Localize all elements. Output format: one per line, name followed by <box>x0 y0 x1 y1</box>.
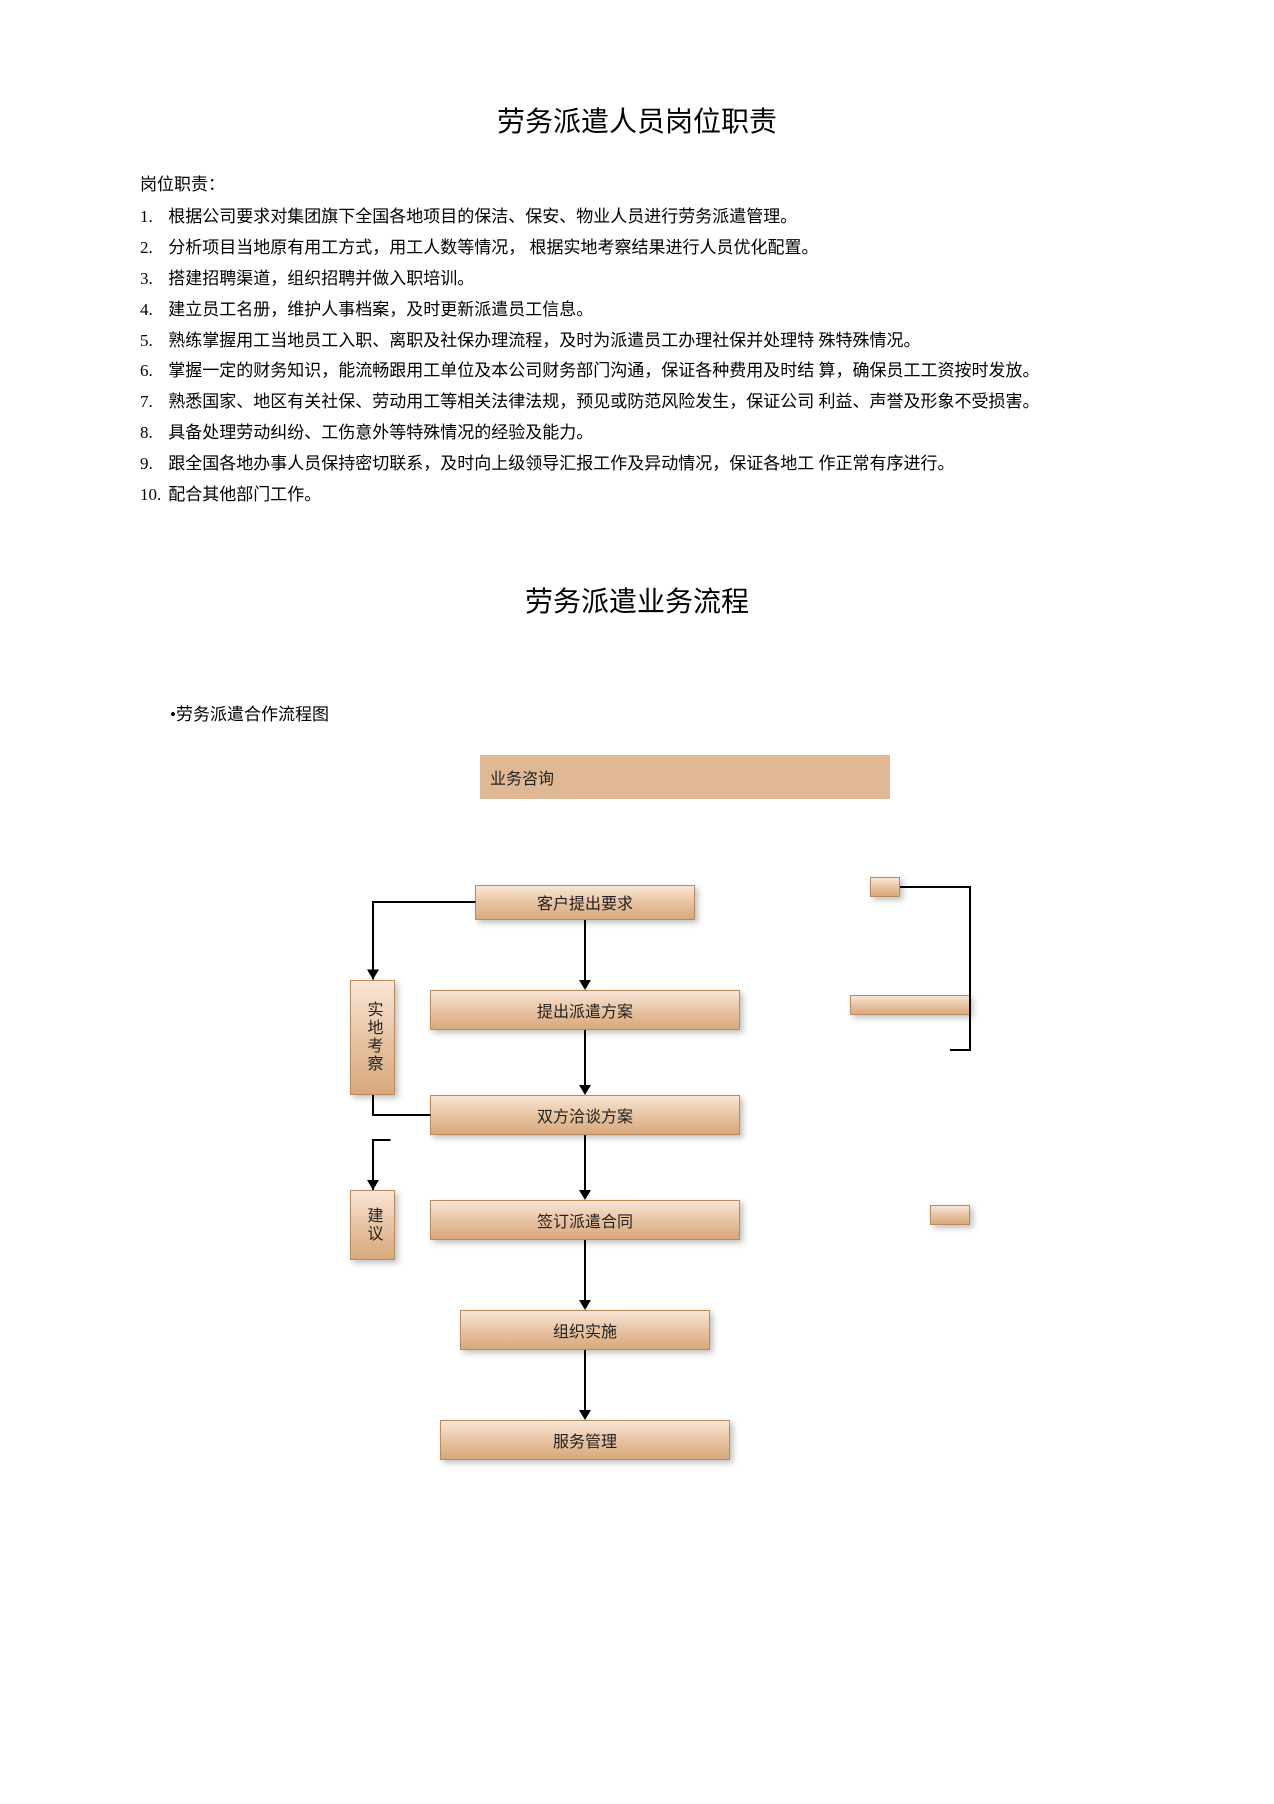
list-item: 7. 熟悉国家、地区有关社保、劳动用工等相关法律法规，预见或防范风险发生，保证公… <box>140 388 1134 417</box>
subtitle: 岗位职责： <box>140 170 1134 195</box>
connector-line <box>363 1130 401 1200</box>
flow-node-service: 服务管理 <box>440 1420 730 1460</box>
flow-stub <box>930 1205 970 1225</box>
flow-node-negotiate: 双方洽谈方案 <box>430 1095 740 1135</box>
flowchart-label: •劳务派遣合作流程图 <box>170 700 1134 725</box>
flow-node-suggest: 建议 <box>350 1190 395 1260</box>
arrow-down-icon <box>577 1030 593 1095</box>
list-item: 4. 建立员工名册，维护人事档案，及时更新派遣员工信息。 <box>140 296 1134 325</box>
responsibilities-list: 1. 根据公司要求对集团旗下全国各地项目的保洁、保安、物业人员进行劳务派遣管理。… <box>140 203 1134 510</box>
connector-line <box>363 1085 441 1125</box>
arrow-down-icon <box>577 920 593 990</box>
list-item: 10. 配合其他部门工作。 <box>140 481 1134 510</box>
flow-node-consult: 业务咨询 <box>480 755 890 799</box>
connector-line <box>890 877 980 1060</box>
flow-node-request: 客户提出要求 <box>475 885 695 920</box>
list-item: 5. 熟练掌握用工当地员工入职、离职及社保办理流程，及时为派遣员工办理社保并处理… <box>140 327 1134 356</box>
arrow-down-icon <box>577 1240 593 1310</box>
connector-line <box>363 892 486 990</box>
flow-node-implement: 组织实施 <box>460 1310 710 1350</box>
list-item: 6. 掌握一定的财务知识，能流畅跟用工单位及本公司财务部门沟通，保证各种费用及时… <box>140 357 1134 386</box>
list-item: 8. 具备处理劳动纠纷、工伤意外等特殊情况的经验及能力。 <box>140 419 1134 448</box>
list-item: 2. 分析项目当地原有用工方式，用工人数等情况， 根据实地考察结果进行人员优化配… <box>140 234 1134 263</box>
page-title-1: 劳务派遣人员岗位职责 <box>140 100 1134 140</box>
flow-node-propose: 提出派遣方案 <box>430 990 740 1030</box>
page-title-2: 劳务派遣业务流程 <box>140 580 1134 620</box>
flow-node-contract: 签订派遣合同 <box>430 1200 740 1240</box>
flowchart: 业务咨询客户提出要求提出派遣方案双方洽谈方案签订派遣合同组织实施服务管理 实地考察… <box>140 755 1134 1535</box>
list-item: 1. 根据公司要求对集团旗下全国各地项目的保洁、保安、物业人员进行劳务派遣管理。 <box>140 203 1134 232</box>
arrow-down-icon <box>577 1135 593 1200</box>
list-item: 9. 跟全国各地办事人员保持密切联系，及时向上级领导汇报工作及异动情况，保证各地… <box>140 450 1134 479</box>
arrow-down-icon <box>577 1350 593 1420</box>
flow-node-inspect: 实地考察 <box>350 980 395 1095</box>
list-item: 3. 搭建招聘渠道，组织招聘并做入职培训。 <box>140 265 1134 294</box>
